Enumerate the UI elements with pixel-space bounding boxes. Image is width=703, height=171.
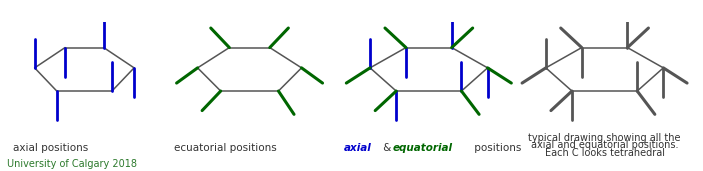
Text: axial positions: axial positions bbox=[13, 143, 88, 153]
Text: typical drawing showing all the: typical drawing showing all the bbox=[529, 133, 681, 143]
Text: ecuatorial positions: ecuatorial positions bbox=[174, 143, 277, 153]
Text: equatorial: equatorial bbox=[393, 143, 453, 153]
Text: positions: positions bbox=[471, 143, 522, 153]
Text: &: & bbox=[380, 143, 394, 153]
Text: axial: axial bbox=[344, 143, 372, 153]
Text: University of Calgary 2018: University of Calgary 2018 bbox=[7, 159, 137, 169]
Text: axial and equatorial positions.: axial and equatorial positions. bbox=[531, 140, 678, 150]
Text: Each C looks tetrahedral: Each C looks tetrahedral bbox=[545, 148, 664, 157]
